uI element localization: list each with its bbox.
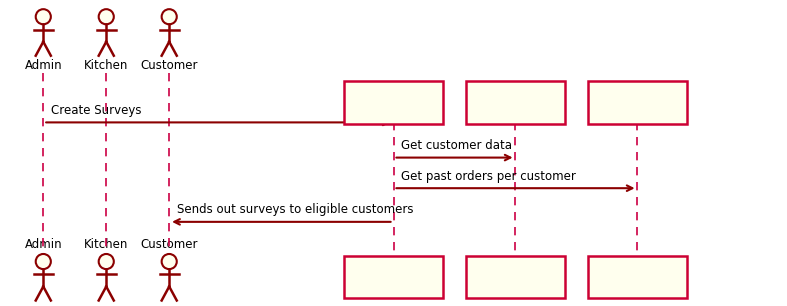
Ellipse shape — [35, 9, 51, 24]
Text: Get customer data: Get customer data — [401, 139, 512, 152]
FancyBboxPatch shape — [589, 81, 686, 124]
Ellipse shape — [161, 9, 177, 24]
Text: Customer: Customer — [140, 238, 198, 251]
Text: Surveys Srv: Surveys Srv — [358, 96, 429, 109]
Text: Admin: Admin — [24, 59, 62, 72]
Ellipse shape — [35, 254, 51, 269]
Text: Admin: Admin — [24, 238, 62, 251]
Text: Surveys Srv: Surveys Srv — [358, 271, 429, 283]
Ellipse shape — [161, 254, 177, 269]
Text: Order Service: Order Service — [597, 271, 678, 283]
FancyBboxPatch shape — [466, 81, 565, 124]
FancyBboxPatch shape — [589, 256, 686, 298]
Text: Kitchen: Kitchen — [84, 59, 128, 72]
Text: Create Surveys: Create Surveys — [51, 104, 142, 117]
Text: User Profile: User Profile — [482, 96, 549, 109]
Text: Customer: Customer — [140, 59, 198, 72]
Ellipse shape — [98, 254, 114, 269]
Text: Get past orders per customer: Get past orders per customer — [401, 170, 576, 183]
FancyBboxPatch shape — [345, 256, 442, 298]
Text: Order Service: Order Service — [597, 96, 678, 109]
FancyBboxPatch shape — [466, 256, 565, 298]
Text: Sends out surveys to eligible customers: Sends out surveys to eligible customers — [177, 203, 414, 216]
Text: User Profile: User Profile — [482, 271, 549, 283]
FancyBboxPatch shape — [345, 81, 442, 124]
Ellipse shape — [98, 9, 114, 24]
Text: Kitchen: Kitchen — [84, 238, 128, 251]
